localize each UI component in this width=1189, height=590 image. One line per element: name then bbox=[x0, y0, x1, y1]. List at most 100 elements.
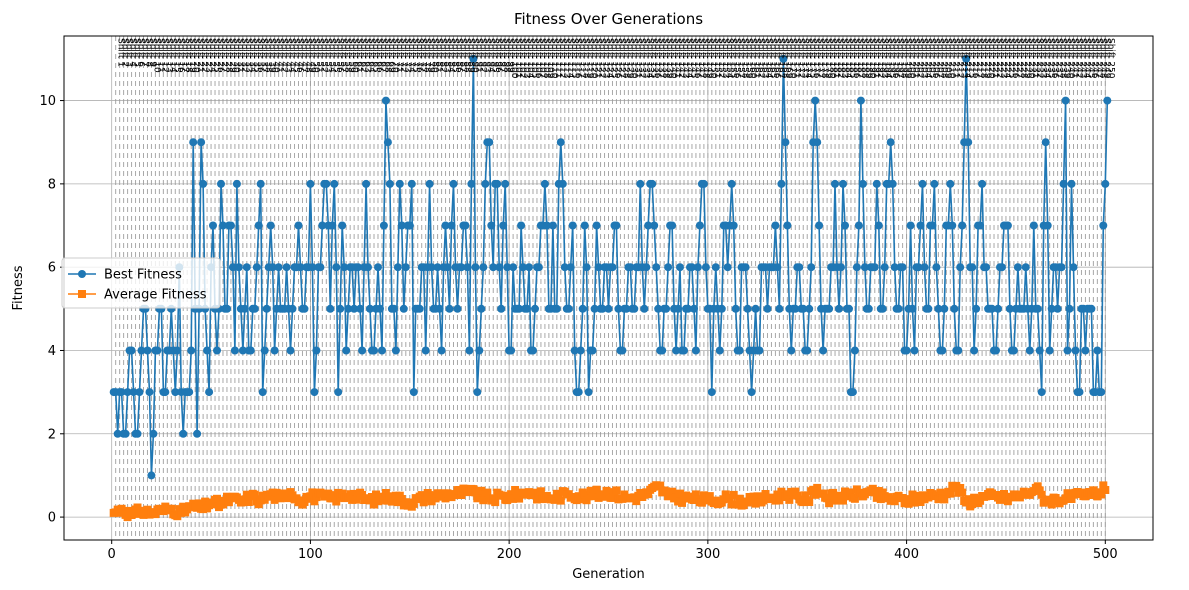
shift-label: Shift 44 bbox=[287, 38, 297, 73]
shift-label: Shift 68 bbox=[382, 38, 392, 73]
data-point bbox=[642, 263, 651, 272]
data-point bbox=[217, 179, 225, 188]
data-point bbox=[560, 263, 569, 272]
data-point bbox=[946, 179, 955, 188]
data-point bbox=[509, 494, 518, 503]
data-point bbox=[366, 304, 374, 313]
shift-label: Shift 171 bbox=[791, 38, 801, 79]
data-point bbox=[425, 179, 434, 188]
data-point bbox=[874, 221, 883, 230]
shift-label: Shift 198 bbox=[899, 38, 909, 79]
data-point bbox=[453, 304, 462, 313]
shift-label: Shift 96 bbox=[493, 38, 503, 73]
data-point bbox=[405, 221, 414, 230]
shift-label: Shift 169 bbox=[783, 38, 793, 79]
shift-label: Shift 72 bbox=[398, 38, 408, 73]
shift-label: Shift 36 bbox=[255, 38, 265, 73]
data-point bbox=[819, 346, 828, 355]
data-point bbox=[262, 304, 271, 313]
shift-label: Shift 65 bbox=[370, 38, 380, 73]
data-point bbox=[328, 221, 337, 230]
shift-label: Shift 95 bbox=[489, 38, 499, 73]
shift-label: Shift 247 bbox=[1093, 38, 1103, 79]
data-point bbox=[246, 346, 255, 355]
shift-label: Shift 227 bbox=[1014, 38, 1024, 79]
data-point bbox=[825, 499, 834, 508]
data-point bbox=[473, 388, 482, 397]
data-point bbox=[886, 138, 895, 147]
shift-label: Shift 125 bbox=[609, 38, 619, 79]
data-point bbox=[588, 346, 597, 355]
data-point bbox=[982, 263, 991, 272]
shift-label: Shift 235 bbox=[1046, 38, 1056, 79]
data-point bbox=[1047, 304, 1056, 313]
shift-label: Shift 88 bbox=[461, 38, 471, 73]
shift-label: Shift 80 bbox=[430, 38, 440, 73]
data-point bbox=[894, 304, 903, 313]
shift-label: Shift 159 bbox=[744, 38, 754, 79]
data-point bbox=[244, 498, 253, 506]
shift-label: Shift 170 bbox=[787, 38, 797, 79]
data-point bbox=[443, 263, 452, 272]
shift-label: Shift 202 bbox=[915, 38, 925, 79]
data-point bbox=[129, 388, 138, 397]
shift-label: Shift 213 bbox=[958, 38, 968, 79]
shift-label: Shift 109 bbox=[545, 38, 555, 79]
data-point bbox=[691, 490, 700, 499]
data-point bbox=[1013, 263, 1022, 272]
data-point bbox=[954, 346, 963, 355]
data-point bbox=[1005, 304, 1014, 313]
data-point bbox=[771, 221, 780, 230]
data-point bbox=[958, 488, 967, 497]
shift-label: Shift 133 bbox=[640, 38, 650, 79]
data-point bbox=[1099, 481, 1108, 490]
data-point bbox=[890, 263, 899, 272]
data-point bbox=[779, 54, 788, 63]
data-point bbox=[755, 346, 764, 355]
shift-label: Shift 165 bbox=[767, 38, 777, 79]
data-point bbox=[173, 346, 182, 355]
shift-label: Shift 60 bbox=[350, 38, 360, 73]
data-point bbox=[296, 263, 305, 272]
shift-label: Shift 86 bbox=[453, 38, 463, 73]
y-tick-label: 10 bbox=[39, 94, 56, 109]
shift-label: Shift 32 bbox=[239, 38, 249, 73]
data-point bbox=[604, 304, 613, 313]
data-point bbox=[934, 304, 943, 313]
shift-label: Shift 163 bbox=[760, 38, 770, 79]
data-point bbox=[397, 221, 406, 230]
data-point bbox=[676, 489, 684, 498]
data-point bbox=[807, 263, 816, 272]
shift-label: Shift 250 bbox=[1105, 38, 1115, 79]
data-point bbox=[908, 304, 917, 313]
legend-box bbox=[61, 257, 221, 309]
shift-label: Shift 138 bbox=[660, 38, 670, 79]
data-point bbox=[517, 221, 526, 230]
shift-label: Shift 164 bbox=[764, 38, 774, 79]
data-point bbox=[705, 492, 714, 501]
data-point bbox=[1000, 490, 1008, 498]
data-point bbox=[988, 304, 996, 313]
data-point bbox=[322, 179, 331, 188]
data-point bbox=[612, 486, 621, 495]
data-point bbox=[763, 304, 772, 313]
data-point bbox=[791, 304, 800, 313]
data-point bbox=[445, 304, 454, 313]
data-point bbox=[1037, 490, 1046, 499]
data-point bbox=[805, 498, 814, 506]
data-point bbox=[185, 388, 194, 397]
series-layer bbox=[109, 54, 1112, 522]
shift-label: Shift 232 bbox=[1034, 38, 1044, 79]
shift-label: Shift 205 bbox=[926, 38, 936, 79]
shift-label: Shift 155 bbox=[728, 38, 738, 79]
data-point bbox=[1061, 494, 1070, 503]
data-point bbox=[495, 263, 504, 272]
shift-label: Shift 216 bbox=[970, 38, 980, 79]
shift-label: Shift 17 bbox=[179, 38, 189, 73]
data-point bbox=[483, 488, 492, 497]
data-point bbox=[850, 494, 859, 503]
data-point bbox=[803, 346, 812, 355]
data-point bbox=[240, 304, 249, 313]
data-point bbox=[850, 346, 859, 355]
data-point bbox=[819, 489, 828, 498]
